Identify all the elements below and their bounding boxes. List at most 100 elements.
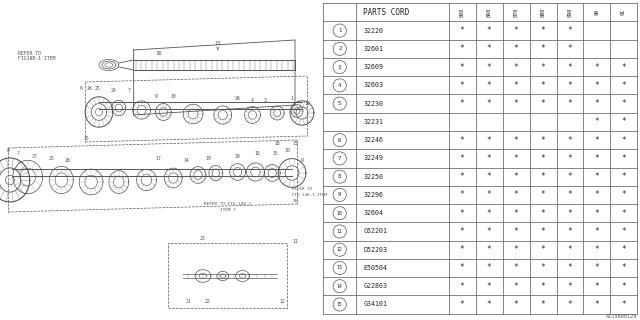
Text: *: * <box>595 190 599 199</box>
Text: 880: 880 <box>541 8 545 17</box>
Text: 15: 15 <box>292 141 298 146</box>
Text: *: * <box>621 154 626 163</box>
Text: 3: 3 <box>338 65 341 70</box>
Text: *: * <box>621 117 626 126</box>
Text: 3: 3 <box>264 98 267 103</box>
Text: 32231: 32231 <box>364 119 383 125</box>
Text: *: * <box>595 227 599 236</box>
Text: *: * <box>568 172 572 181</box>
Text: 5: 5 <box>338 101 341 106</box>
Text: 10: 10 <box>304 101 310 106</box>
Text: *: * <box>541 227 545 236</box>
Text: *: * <box>460 190 465 199</box>
Text: 26: 26 <box>235 96 241 101</box>
Text: 14: 14 <box>183 158 189 163</box>
Text: *: * <box>595 117 599 126</box>
Text: 12: 12 <box>279 299 285 304</box>
Text: 4: 4 <box>338 83 341 88</box>
Text: 24: 24 <box>111 88 116 93</box>
Text: REFER TO: REFER TO <box>18 51 41 56</box>
Text: PARTS CORD: PARTS CORD <box>363 8 409 17</box>
Text: 10: 10 <box>284 148 290 153</box>
Text: *: * <box>487 209 492 218</box>
Text: *: * <box>595 63 599 72</box>
Text: *: * <box>568 44 572 53</box>
Text: 15: 15 <box>337 302 342 307</box>
Text: *: * <box>487 300 492 309</box>
Text: *: * <box>595 282 599 291</box>
Text: 7: 7 <box>17 151 19 156</box>
Text: *: * <box>541 136 545 145</box>
Text: *: * <box>514 154 518 163</box>
Text: *: * <box>460 209 465 218</box>
Text: *: * <box>460 26 465 35</box>
Text: *: * <box>541 26 545 35</box>
Text: *: * <box>514 282 518 291</box>
Text: D52203: D52203 <box>364 247 388 253</box>
Text: 10: 10 <box>337 211 342 216</box>
Text: 22: 22 <box>205 299 211 304</box>
Text: *: * <box>621 263 626 272</box>
Text: *: * <box>568 63 572 72</box>
Text: *: * <box>541 81 545 90</box>
Text: *: * <box>514 81 518 90</box>
Text: 13: 13 <box>337 266 342 270</box>
Text: *: * <box>487 227 492 236</box>
Text: *: * <box>568 263 572 272</box>
Text: *: * <box>541 99 545 108</box>
Text: *: * <box>621 209 626 218</box>
Text: 11: 11 <box>337 229 342 234</box>
Text: *: * <box>568 227 572 236</box>
Text: 890: 890 <box>568 8 573 17</box>
Text: 25: 25 <box>49 156 54 161</box>
Text: 1: 1 <box>291 96 294 101</box>
Text: *: * <box>541 44 545 53</box>
Text: *: * <box>595 81 599 90</box>
Text: 7: 7 <box>338 156 341 161</box>
Text: *: * <box>541 245 545 254</box>
Text: *: * <box>595 209 599 218</box>
Text: 8: 8 <box>6 148 10 153</box>
Text: *: * <box>568 26 572 35</box>
Text: *: * <box>621 245 626 254</box>
Text: *: * <box>541 263 545 272</box>
Text: *: * <box>460 282 465 291</box>
Text: *: * <box>541 300 545 309</box>
Text: *: * <box>487 263 492 272</box>
Text: *: * <box>621 190 626 199</box>
Text: *: * <box>460 136 465 145</box>
Text: *: * <box>621 282 626 291</box>
Text: 9: 9 <box>301 158 303 163</box>
Text: 32296: 32296 <box>364 192 383 198</box>
Text: 32609: 32609 <box>364 64 383 70</box>
Text: 12: 12 <box>337 247 342 252</box>
Text: *: * <box>514 99 518 108</box>
Text: 15: 15 <box>83 136 89 141</box>
Text: *: * <box>568 245 572 254</box>
Text: 32250: 32250 <box>364 174 383 180</box>
Text: 23: 23 <box>200 236 206 241</box>
Text: *: * <box>514 136 518 145</box>
Text: *: * <box>487 190 492 199</box>
Text: *: * <box>514 172 518 181</box>
Text: 15: 15 <box>273 151 278 156</box>
Text: *: * <box>621 81 626 90</box>
Text: 32601: 32601 <box>364 46 383 52</box>
Text: *: * <box>487 99 492 108</box>
Text: *: * <box>514 263 518 272</box>
Text: FIG19B-1 ITEM: FIG19B-1 ITEM <box>18 56 55 61</box>
Text: 7: 7 <box>127 88 130 93</box>
Text: *: * <box>460 245 465 254</box>
Text: *: * <box>541 282 545 291</box>
Text: *: * <box>514 26 518 35</box>
Text: 9: 9 <box>155 94 158 99</box>
Text: *: * <box>487 172 492 181</box>
Text: 9: 9 <box>338 192 341 197</box>
Text: *: * <box>621 136 626 145</box>
Text: 91: 91 <box>621 9 626 15</box>
Text: 27: 27 <box>32 154 38 159</box>
Text: 6: 6 <box>338 138 341 143</box>
Text: 32230: 32230 <box>364 100 383 107</box>
Text: *: * <box>541 172 545 181</box>
Text: 800: 800 <box>460 8 465 17</box>
